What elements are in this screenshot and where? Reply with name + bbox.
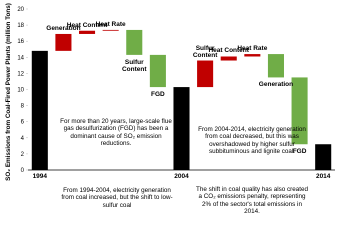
bar xyxy=(291,77,308,145)
bar-label: Heat Content xyxy=(208,47,249,55)
bar-label: Heat Rate xyxy=(95,20,126,28)
annotation: From 1994-2004, electricity generation f… xyxy=(61,187,173,209)
bar xyxy=(244,54,261,57)
y-tick-label: 2 xyxy=(21,152,25,158)
annotation: From 2004-2014, electricity generation f… xyxy=(198,126,306,156)
y-tick-label: 8 xyxy=(21,104,25,110)
bar-label: Generation xyxy=(258,81,294,89)
bar xyxy=(102,29,119,31)
y-tick-label: 10 xyxy=(17,88,24,94)
y-tick-label: 6 xyxy=(21,120,25,126)
bar xyxy=(267,54,284,78)
chart: SO₂ Emissions from Coal-Fired Power Plan… xyxy=(5,3,335,181)
bar xyxy=(197,60,214,88)
y-tick-label: 18 xyxy=(17,23,24,29)
bar xyxy=(55,33,72,51)
bar-label: FGD xyxy=(292,148,307,156)
x-tick-label: 1994 xyxy=(33,173,48,180)
bar xyxy=(79,30,96,34)
bar xyxy=(149,54,166,88)
annotation: For more than 20 years, large-scale flue… xyxy=(60,118,172,148)
bar xyxy=(126,29,143,55)
y-axis-title: SO₂ Emissions from Coal-Fired Power Plan… xyxy=(5,3,12,181)
bar xyxy=(31,50,48,170)
y-tick-label: 16 xyxy=(17,39,24,45)
bar-label: Heat Rate xyxy=(237,45,268,53)
bar xyxy=(220,56,237,61)
x-tick-label: 2014 xyxy=(316,173,331,180)
bar xyxy=(173,87,190,170)
annotation: The shift in coal quality has also creat… xyxy=(196,186,309,216)
bar-label: Sulfur Content xyxy=(121,58,147,73)
bar-label: Generation xyxy=(46,24,81,32)
y-tick-label: 0 xyxy=(21,168,25,174)
bar xyxy=(315,144,332,170)
bar-label: Heat Content xyxy=(66,21,108,29)
y-tick-label: 20 xyxy=(17,7,24,13)
y-tick-label: 4 xyxy=(21,136,25,142)
bar-label: FGD xyxy=(151,91,165,99)
y-tick-label: 14 xyxy=(17,55,24,61)
x-tick-label: 2004 xyxy=(174,173,189,180)
y-tick-label: 12 xyxy=(17,71,24,77)
bar-label: Sulfur Content xyxy=(192,44,218,59)
chart-page: SO₂ Emissions from Coal-Fired Power Plan… xyxy=(5,3,335,216)
